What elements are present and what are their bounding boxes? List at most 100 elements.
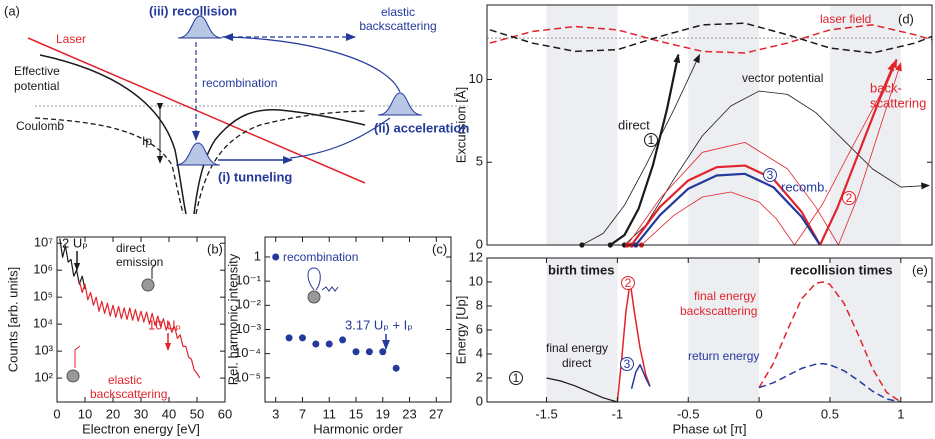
electron-icon <box>307 267 321 291</box>
panel-label: (d) <box>898 11 914 26</box>
coulomb-potential <box>195 110 366 215</box>
panel-label: (a) <box>4 3 20 18</box>
annotation: direct <box>562 356 592 370</box>
photon-icon <box>321 286 339 292</box>
y-tick-label: 10² <box>34 370 53 385</box>
annotation: recomb. <box>781 179 828 194</box>
x-axis-label: Phase ωt [π] <box>672 421 746 436</box>
x-axis-label: Harmonic order <box>313 421 403 436</box>
data-point <box>392 364 400 372</box>
data-line <box>630 164 822 246</box>
y-tick-label: 10⁷ <box>34 235 53 250</box>
panel-label: (b) <box>207 241 223 256</box>
shaded-band <box>546 5 618 245</box>
wave-packet <box>177 15 223 39</box>
annotation: final energy <box>694 289 756 303</box>
annotation: back- <box>870 80 902 95</box>
data-point <box>325 340 333 348</box>
annotation: final energy <box>546 341 608 355</box>
label: (i) tunneling <box>218 169 292 184</box>
y-tick-label: 4 <box>476 345 483 360</box>
label: Effective <box>14 64 60 78</box>
x-tick-label: 0 <box>53 406 60 421</box>
label: potential <box>14 79 59 93</box>
data-point <box>312 340 320 348</box>
annotation: 2 <box>625 276 632 290</box>
marker-circle <box>763 168 777 182</box>
annotation: 3 <box>767 168 774 182</box>
label: (ii) acceleration <box>374 120 469 135</box>
label: elastic <box>381 5 415 19</box>
annotation: laser field <box>820 12 871 26</box>
data-point <box>352 348 360 356</box>
y-tick-label: 10 <box>469 273 483 288</box>
y-tick-label: 10⁶ <box>33 262 53 277</box>
label: backscattering <box>359 19 436 33</box>
marker-circle <box>621 276 635 290</box>
x-tick-label: 10 <box>78 406 92 421</box>
y-tick-label: 0 <box>476 236 483 251</box>
shaded-band <box>546 258 618 402</box>
data-point <box>285 334 293 342</box>
y-tick-label: 10⁴ <box>33 316 53 331</box>
data-line <box>489 22 933 54</box>
annotation: direct <box>116 241 146 255</box>
x-tick-label: -0.5 <box>677 406 699 421</box>
panel-label: (e) <box>912 262 928 277</box>
wave-packet <box>175 142 221 166</box>
data-line <box>758 281 902 403</box>
x-tick-label: 1 <box>897 406 904 421</box>
annotation: scattering <box>870 95 926 110</box>
data-line <box>624 90 931 246</box>
x-tick-label: 0 <box>755 406 762 421</box>
data-line <box>641 191 795 246</box>
label: recombination <box>202 76 277 90</box>
annotation: 3.17 Uₚ + Iₚ <box>345 317 413 332</box>
effective-potential <box>39 54 187 215</box>
wave-packet <box>377 92 423 116</box>
shaded-band <box>688 5 760 245</box>
data-line <box>758 362 901 403</box>
electron-icon <box>151 263 157 279</box>
x-axis-label: Electron energy [eV] <box>82 421 200 436</box>
annotation: backscattering <box>680 304 757 318</box>
annotation: 1 <box>513 371 520 385</box>
data-point <box>365 348 373 356</box>
data-point <box>339 336 347 344</box>
label: (iii) recollision <box>149 3 237 18</box>
x-tick-label: 30 <box>134 406 148 421</box>
y-tick-label: 10 <box>469 71 483 86</box>
plot-frame <box>486 4 933 246</box>
shaded-band <box>829 258 901 402</box>
y-axis-label: Energy [Up] <box>453 296 468 365</box>
y-tick-label: 8 <box>476 297 483 312</box>
label: Ip <box>142 134 152 148</box>
annotation: 1 <box>648 133 655 147</box>
data-line <box>630 364 651 389</box>
marker-circle <box>842 191 856 205</box>
marker-circle <box>644 133 658 147</box>
x-tick-label: 27 <box>429 406 443 421</box>
data-point <box>298 334 306 342</box>
electron-icon <box>74 345 81 368</box>
data-line <box>581 53 700 246</box>
annotation: 3 <box>624 357 631 371</box>
y-tick-label: 10³ <box>34 343 53 358</box>
electron-icon <box>307 290 321 304</box>
y-tick-label: 10⁵ <box>33 289 53 304</box>
data-line <box>489 24 933 54</box>
x-tick-label: 7 <box>299 406 306 421</box>
data-line <box>626 141 839 246</box>
y-tick-label: 0 <box>476 393 483 408</box>
annotation: 2 Uₚ <box>62 235 88 250</box>
annotation: recombination <box>283 250 358 264</box>
y-tick-label: 2 <box>476 369 483 384</box>
x-tick-label: 15 <box>349 406 363 421</box>
y-tick-label: 10⁻² <box>235 297 261 312</box>
x-tick-label: 19 <box>376 406 390 421</box>
coulomb-potential <box>34 117 184 215</box>
effective-potential <box>193 108 366 215</box>
shaded-band <box>829 5 901 245</box>
data-point <box>272 253 280 261</box>
